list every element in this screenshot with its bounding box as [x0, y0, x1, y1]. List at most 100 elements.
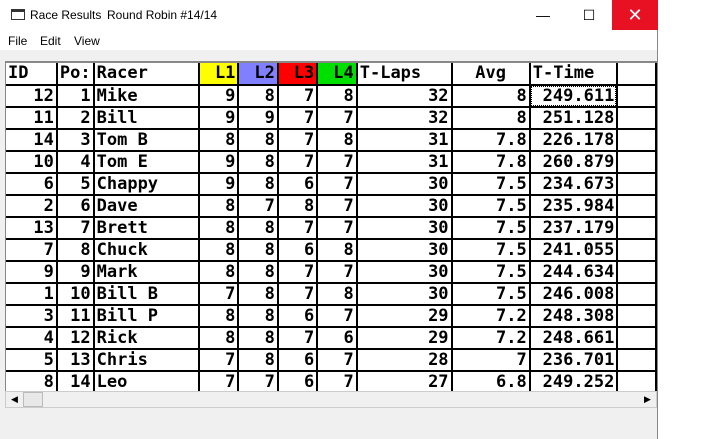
- cell-extra[interactable]: [617, 217, 657, 240]
- cell-l4[interactable]: 7: [317, 173, 358, 196]
- table-row[interactable]: 7 8 Chuck 8 8 6 8 30 7.5 241.055: [6, 239, 657, 262]
- cell-total-time[interactable]: 236.701: [529, 349, 619, 372]
- cell-l4[interactable]: 6: [317, 327, 358, 350]
- cell-total-time[interactable]: 244.634: [529, 261, 619, 284]
- table-row[interactable]: 13 7 Brett 8 8 7 7 30 7.5 237.179: [6, 217, 657, 240]
- cell-position[interactable]: 2: [56, 107, 95, 130]
- cell-l1[interactable]: 9: [198, 151, 240, 174]
- table-row[interactable]: 10 4 Tom E 9 8 7 7 31 7.8 260.879: [6, 151, 657, 174]
- cell-average[interactable]: 7.8: [451, 151, 531, 174]
- cell-racer[interactable]: Chuck: [93, 239, 200, 262]
- cell-total-laps[interactable]: 27: [356, 371, 453, 391]
- cell-racer[interactable]: Bill P: [93, 305, 200, 328]
- table-row[interactable]: 14 3 Tom B 8 8 7 8 31 7.8 226.178: [6, 129, 657, 152]
- cell-l2[interactable]: 9: [238, 107, 279, 130]
- cell-racer[interactable]: Bill B: [93, 283, 200, 306]
- cell-id[interactable]: 13: [6, 217, 58, 240]
- cell-position[interactable]: 4: [56, 151, 95, 174]
- cell-total-laps[interactable]: 30: [356, 173, 453, 196]
- cell-total-time[interactable]: 235.984: [529, 195, 619, 218]
- cell-total-time[interactable]: 246.008: [529, 283, 619, 306]
- cell-total-laps[interactable]: 29: [356, 305, 453, 328]
- header-id[interactable]: ID: [6, 63, 58, 86]
- cell-extra[interactable]: [617, 349, 657, 372]
- cell-average[interactable]: 8: [451, 107, 531, 130]
- cell-average[interactable]: 7.5: [451, 173, 531, 196]
- cell-l4[interactable]: 7: [317, 195, 358, 218]
- cell-l2[interactable]: 8: [238, 239, 279, 262]
- cell-extra[interactable]: [617, 371, 657, 391]
- cell-l1[interactable]: 8: [198, 305, 240, 328]
- cell-position[interactable]: 7: [56, 217, 95, 240]
- cell-racer[interactable]: Leo: [93, 371, 200, 391]
- cell-position[interactable]: 5: [56, 173, 95, 196]
- cell-id[interactable]: 1: [6, 283, 58, 306]
- cell-extra[interactable]: [617, 129, 657, 152]
- cell-l1[interactable]: 7: [198, 349, 240, 372]
- cell-l3[interactable]: 7: [277, 217, 319, 240]
- table-row[interactable]: 3 11 Bill P 8 8 6 7 29 7.2 248.308: [6, 305, 657, 328]
- cell-total-time[interactable]: 237.179: [529, 217, 619, 240]
- cell-racer[interactable]: Tom E: [93, 151, 200, 174]
- cell-l3[interactable]: 6: [277, 371, 319, 391]
- close-button[interactable]: ✕: [612, 0, 658, 30]
- cell-id[interactable]: 2: [6, 195, 58, 218]
- cell-id[interactable]: 12: [6, 85, 58, 108]
- scroll-thumb[interactable]: [23, 392, 43, 407]
- cell-position[interactable]: 1: [56, 85, 95, 108]
- table-row[interactable]: 2 6 Dave 8 7 8 7 30 7.5 235.984: [6, 195, 657, 218]
- cell-position[interactable]: 13: [56, 349, 95, 372]
- cell-l1[interactable]: 8: [198, 195, 240, 218]
- cell-position[interactable]: 3: [56, 129, 95, 152]
- minimize-button[interactable]: —: [536, 7, 550, 23]
- menu-file[interactable]: File: [8, 34, 28, 48]
- cell-l2[interactable]: 8: [238, 349, 279, 372]
- cell-l4[interactable]: 8: [317, 283, 358, 306]
- cell-average[interactable]: 7.5: [451, 261, 531, 284]
- cell-extra[interactable]: [617, 85, 657, 108]
- maximize-button[interactable]: ☐: [582, 6, 596, 23]
- table-row[interactable]: 11 2 Bill 9 9 7 7 32 8 251.128: [6, 107, 657, 130]
- cell-racer[interactable]: Tom B: [93, 129, 200, 152]
- header-racer[interactable]: Racer: [93, 63, 200, 86]
- cell-l2[interactable]: 8: [238, 261, 279, 284]
- cell-l2[interactable]: 8: [238, 173, 279, 196]
- cell-l2[interactable]: 8: [238, 283, 279, 306]
- cell-racer[interactable]: Dave: [93, 195, 200, 218]
- cell-total-time[interactable]: 248.308: [529, 305, 619, 328]
- cell-extra[interactable]: [617, 239, 657, 262]
- cell-total-time[interactable]: 248.661: [529, 327, 619, 350]
- cell-l1[interactable]: 7: [198, 283, 240, 306]
- cell-l3[interactable]: 8: [277, 195, 319, 218]
- cell-total-time[interactable]: 249.252: [529, 371, 619, 391]
- cell-average[interactable]: 7.5: [451, 217, 531, 240]
- cell-l4[interactable]: 8: [317, 85, 358, 108]
- cell-id[interactable]: 9: [6, 261, 58, 284]
- header-total-time[interactable]: T-Time: [529, 63, 619, 86]
- cell-l1[interactable]: 8: [198, 129, 240, 152]
- header-l3[interactable]: L3: [277, 63, 319, 86]
- table-row[interactable]: 12 1 Mike 9 8 7 8 32 8 249.611: [6, 85, 657, 108]
- cell-total-laps[interactable]: 30: [356, 283, 453, 306]
- cell-l1[interactable]: 7: [198, 371, 240, 391]
- cell-total-laps[interactable]: 30: [356, 195, 453, 218]
- cell-extra[interactable]: [617, 261, 657, 284]
- cell-average[interactable]: 6.8: [451, 371, 531, 391]
- header-l2[interactable]: L2: [238, 63, 279, 86]
- cell-position[interactable]: 8: [56, 239, 95, 262]
- cell-l4[interactable]: 8: [317, 129, 358, 152]
- cell-extra[interactable]: [617, 305, 657, 328]
- cell-id[interactable]: 3: [6, 305, 58, 328]
- cell-l3[interactable]: 6: [277, 173, 319, 196]
- cell-racer[interactable]: Brett: [93, 217, 200, 240]
- cell-extra[interactable]: [617, 151, 657, 174]
- cell-id[interactable]: 10: [6, 151, 58, 174]
- scroll-left-arrow-icon[interactable]: ◀: [11, 394, 18, 404]
- cell-racer[interactable]: Chris: [93, 349, 200, 372]
- cell-id[interactable]: 6: [6, 173, 58, 196]
- cell-extra[interactable]: [617, 327, 657, 350]
- cell-total-time[interactable]: 234.673: [529, 173, 619, 196]
- cell-average[interactable]: 8: [451, 85, 531, 108]
- cell-l1[interactable]: 9: [198, 85, 240, 108]
- menu-edit[interactable]: Edit: [40, 34, 61, 48]
